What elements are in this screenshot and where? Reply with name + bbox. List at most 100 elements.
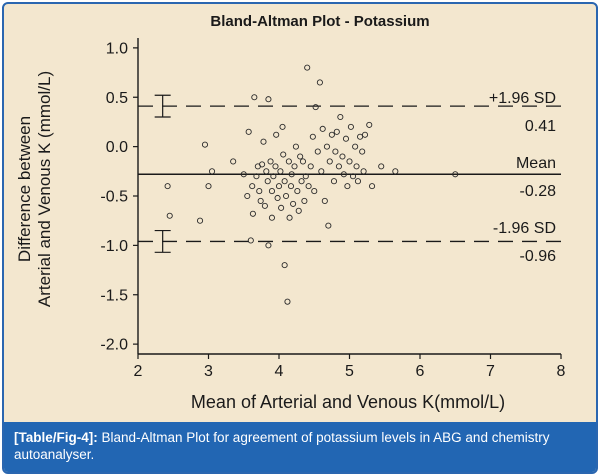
upper-line-value: 0.41 [525, 118, 556, 135]
y-tick-label: 0.0 [106, 139, 128, 156]
data-point [299, 158, 307, 165]
data-point [263, 168, 270, 175]
data-point [287, 183, 295, 190]
data-point [270, 173, 277, 180]
x-tick-label: 7 [486, 363, 495, 380]
data-point [264, 178, 271, 185]
data-point [325, 222, 332, 229]
data-point [305, 183, 312, 190]
x-tick-label: 4 [275, 363, 284, 380]
data-point [314, 148, 321, 155]
data-point [357, 133, 364, 140]
data-point [452, 171, 459, 178]
data-point [272, 163, 279, 170]
data-point [359, 148, 366, 155]
y-tick-label: -1.5 [100, 287, 128, 304]
y-tick-label: 1.0 [106, 40, 128, 57]
data-point [244, 192, 251, 200]
data-point [353, 163, 360, 170]
data-point [332, 148, 339, 155]
data-point [319, 125, 326, 132]
data-point [257, 197, 264, 204]
y-tick-label: -2.0 [100, 337, 128, 354]
figure-caption: [Table/Fig-4]: Bland-Altman Plot for agr… [4, 422, 596, 472]
data-point [268, 214, 276, 221]
upper-line-label: +1.96 SD [489, 90, 556, 107]
data-point [281, 262, 288, 269]
data-point [366, 121, 373, 128]
y-tick-label: -1.0 [100, 238, 128, 255]
plot-area: Bland-Altman Plot - Potassium Difference… [4, 4, 596, 422]
data-point [323, 143, 330, 150]
data-point [166, 212, 173, 219]
data-point [330, 178, 338, 185]
data-point [275, 183, 283, 190]
data-point [256, 188, 263, 195]
data-point [268, 188, 276, 195]
data-point [208, 168, 216, 175]
data-point [301, 197, 308, 204]
data-point [249, 183, 256, 190]
bland-altman-chart: Bland-Altman Plot - Potassium Difference… [15, 13, 566, 412]
data-point [304, 64, 311, 71]
data-point [340, 171, 347, 178]
data-point [201, 141, 209, 148]
data-point [260, 138, 267, 145]
data-point [344, 183, 351, 190]
lower-line-label: -1.96 SD [493, 220, 556, 237]
data-point [205, 183, 212, 190]
data-point [352, 143, 359, 150]
data-point [286, 214, 293, 221]
data-point [354, 178, 362, 185]
data-point [247, 237, 254, 244]
y-tick-label: 0.5 [106, 90, 128, 107]
data-point [267, 158, 274, 165]
x-tick-label: 5 [345, 363, 354, 380]
data-point [281, 178, 288, 185]
data-point [291, 163, 298, 170]
data-point [273, 131, 280, 138]
x-tick-label: 8 [557, 363, 566, 380]
data-point [290, 200, 297, 207]
data-point [261, 202, 268, 209]
data-point [288, 171, 295, 178]
data-point [378, 163, 385, 170]
data-point [326, 158, 333, 165]
data-point [302, 173, 309, 180]
data-point [316, 79, 323, 86]
data-point [277, 168, 284, 175]
data-point [245, 128, 252, 135]
data-point [240, 171, 247, 178]
data-point [347, 123, 354, 130]
data-point [280, 151, 287, 158]
data-point [335, 163, 342, 170]
data-point [361, 131, 369, 138]
y-axis-label-line2: Arterial and Venous K (mmol/L) [35, 71, 54, 307]
data-point [279, 123, 286, 130]
data-point [259, 161, 266, 168]
data-point [333, 128, 340, 135]
data-point [249, 210, 256, 217]
data-point [298, 178, 305, 185]
data-point [369, 183, 376, 190]
mean-line-label: Mean [516, 155, 556, 172]
x-tick-label: 3 [204, 363, 213, 380]
data-point [360, 168, 367, 175]
data-point [339, 153, 346, 160]
data-point [309, 133, 316, 140]
data-point [392, 168, 399, 175]
y-tick-label: -0.5 [100, 189, 128, 206]
data-point [337, 113, 344, 121]
data-point [196, 217, 204, 224]
data-point [312, 104, 319, 111]
data-point [265, 242, 272, 249]
lower-line-value: -0.96 [520, 248, 557, 265]
x-tick-label: 2 [134, 363, 143, 380]
data-point [349, 173, 357, 180]
data-point [278, 204, 285, 211]
data-point [328, 131, 335, 138]
data-point [318, 168, 325, 175]
data-point [284, 298, 291, 305]
data-point [285, 158, 292, 165]
